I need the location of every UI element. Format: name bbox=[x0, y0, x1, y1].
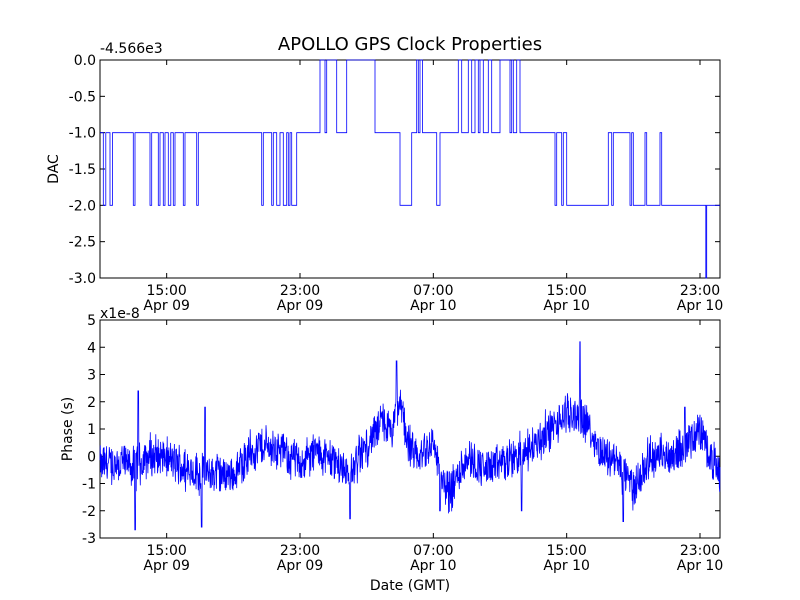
x-tick-date-label: Apr 10 bbox=[543, 298, 589, 314]
phase-y-ticks: 5 4 3 2 1 0 -1 -2 -3 bbox=[82, 313, 720, 547]
x-tick-date-label: Apr 09 bbox=[143, 298, 189, 314]
y-tick-label: -0.5 bbox=[69, 89, 96, 105]
y-tick-label: 4 bbox=[87, 340, 96, 356]
y-tick-label: 3 bbox=[87, 368, 96, 384]
y-tick-label: -1 bbox=[82, 477, 96, 493]
x-tick-time-label: 23:00 bbox=[280, 283, 320, 299]
phase-x-axis-label: Date (GMT) bbox=[370, 578, 450, 594]
figure-title: APOLLO GPS Clock Properties bbox=[278, 34, 542, 55]
x-tick-time-label: 23:00 bbox=[280, 543, 320, 559]
x-tick-date-label: Apr 10 bbox=[410, 298, 456, 314]
y-tick-label: 5 bbox=[87, 313, 96, 329]
x-tick-date-label: Apr 09 bbox=[143, 558, 189, 574]
x-tick-time-label: 15:00 bbox=[546, 543, 586, 559]
y-tick-label: -2.5 bbox=[69, 235, 96, 251]
x-tick-time-label: 07:00 bbox=[413, 543, 453, 559]
dac-axes-frame bbox=[99, 59, 721, 279]
y-tick-label: 0 bbox=[87, 449, 96, 465]
x-tick-time-label: 15:00 bbox=[546, 283, 586, 299]
y-tick-label: 1 bbox=[87, 422, 96, 438]
x-tick-date-label: Apr 10 bbox=[543, 558, 589, 574]
y-tick-label: -2.0 bbox=[69, 198, 96, 214]
x-tick-date-label: Apr 10 bbox=[677, 558, 723, 574]
x-tick-date-label: Apr 09 bbox=[277, 298, 323, 314]
x-tick-time-label: 23:00 bbox=[680, 543, 720, 559]
x-tick-date-label: Apr 09 bbox=[277, 558, 323, 574]
y-tick-label: -3 bbox=[82, 531, 96, 547]
x-tick-time-label: 07:00 bbox=[413, 283, 453, 299]
dac-panel: -4.566e3 DAC 0.0 -0.5 -1.0 -1.5 -2.0 -2.5 -3.0… bbox=[46, 41, 723, 314]
x-tick-time-label: 15:00 bbox=[146, 543, 186, 559]
phase-series-line bbox=[99, 341, 721, 531]
dac-series-line bbox=[100, 59, 720, 279]
y-tick-label: 0.0 bbox=[74, 53, 96, 69]
phase-y-axis-label: Phase (s) bbox=[60, 397, 76, 461]
y-tick-label: -3.0 bbox=[69, 271, 96, 287]
x-tick-time-label: 23:00 bbox=[680, 283, 720, 299]
dac-y-ticks: 0.0 -0.5 -1.0 -1.5 -2.0 -2.5 -3.0 bbox=[69, 53, 720, 287]
y-tick-label: -2 bbox=[82, 504, 96, 520]
phase-offset-text: x1e-8 bbox=[100, 306, 140, 322]
x-tick-date-label: Apr 10 bbox=[677, 298, 723, 314]
x-tick-date-label: Apr 10 bbox=[410, 558, 456, 574]
x-tick-time-label: 15:00 bbox=[146, 283, 186, 299]
y-tick-label: -1.5 bbox=[69, 162, 96, 178]
y-tick-label: 2 bbox=[87, 395, 96, 411]
dac-offset-text: -4.566e3 bbox=[100, 41, 163, 57]
y-tick-label: -1.0 bbox=[69, 126, 96, 142]
dac-y-axis-label: DAC bbox=[46, 154, 62, 184]
